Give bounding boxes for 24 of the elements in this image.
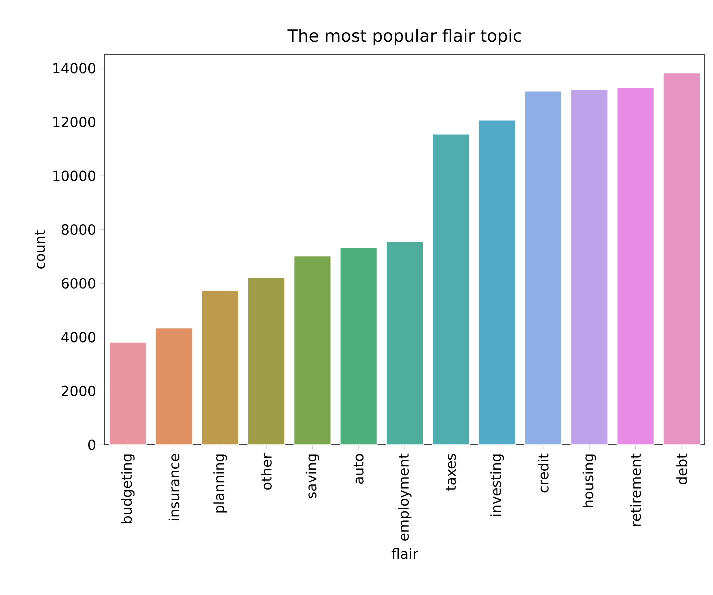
x-tick-label: other xyxy=(261,454,272,490)
y-tick-label: 4000 xyxy=(62,332,96,343)
chart-title: The most popular flair topic xyxy=(288,29,522,46)
x-tick-label: housing xyxy=(582,454,596,508)
x-tick-label: saving xyxy=(306,454,320,498)
y-axis-title: count xyxy=(35,230,46,269)
y-tick-label: 6000 xyxy=(62,278,96,289)
x-tick-label: retirement xyxy=(630,454,642,526)
y-tick-label: 2000 xyxy=(62,386,96,396)
x-tick-label: employment xyxy=(398,454,412,541)
x-tick-label: debt xyxy=(676,454,688,485)
y-tick-label: 14000 xyxy=(54,63,96,74)
x-tick-label: budgeting xyxy=(121,454,135,524)
x-tick-label: taxes xyxy=(446,454,456,491)
y-tick-label: 12000 xyxy=(54,116,96,128)
y-tick-label: 0 xyxy=(88,440,96,450)
x-axis-title: flair xyxy=(392,548,418,560)
x-tick-label: credit xyxy=(538,454,549,493)
x-tick-label: auto xyxy=(354,454,364,484)
x-tick-label: investing xyxy=(490,454,504,516)
x-tick-label: insurance xyxy=(168,454,180,520)
x-tick-label: planning xyxy=(214,454,228,513)
y-tick-label: 10000 xyxy=(54,170,96,182)
y-tick-label: 8000 xyxy=(62,224,96,236)
